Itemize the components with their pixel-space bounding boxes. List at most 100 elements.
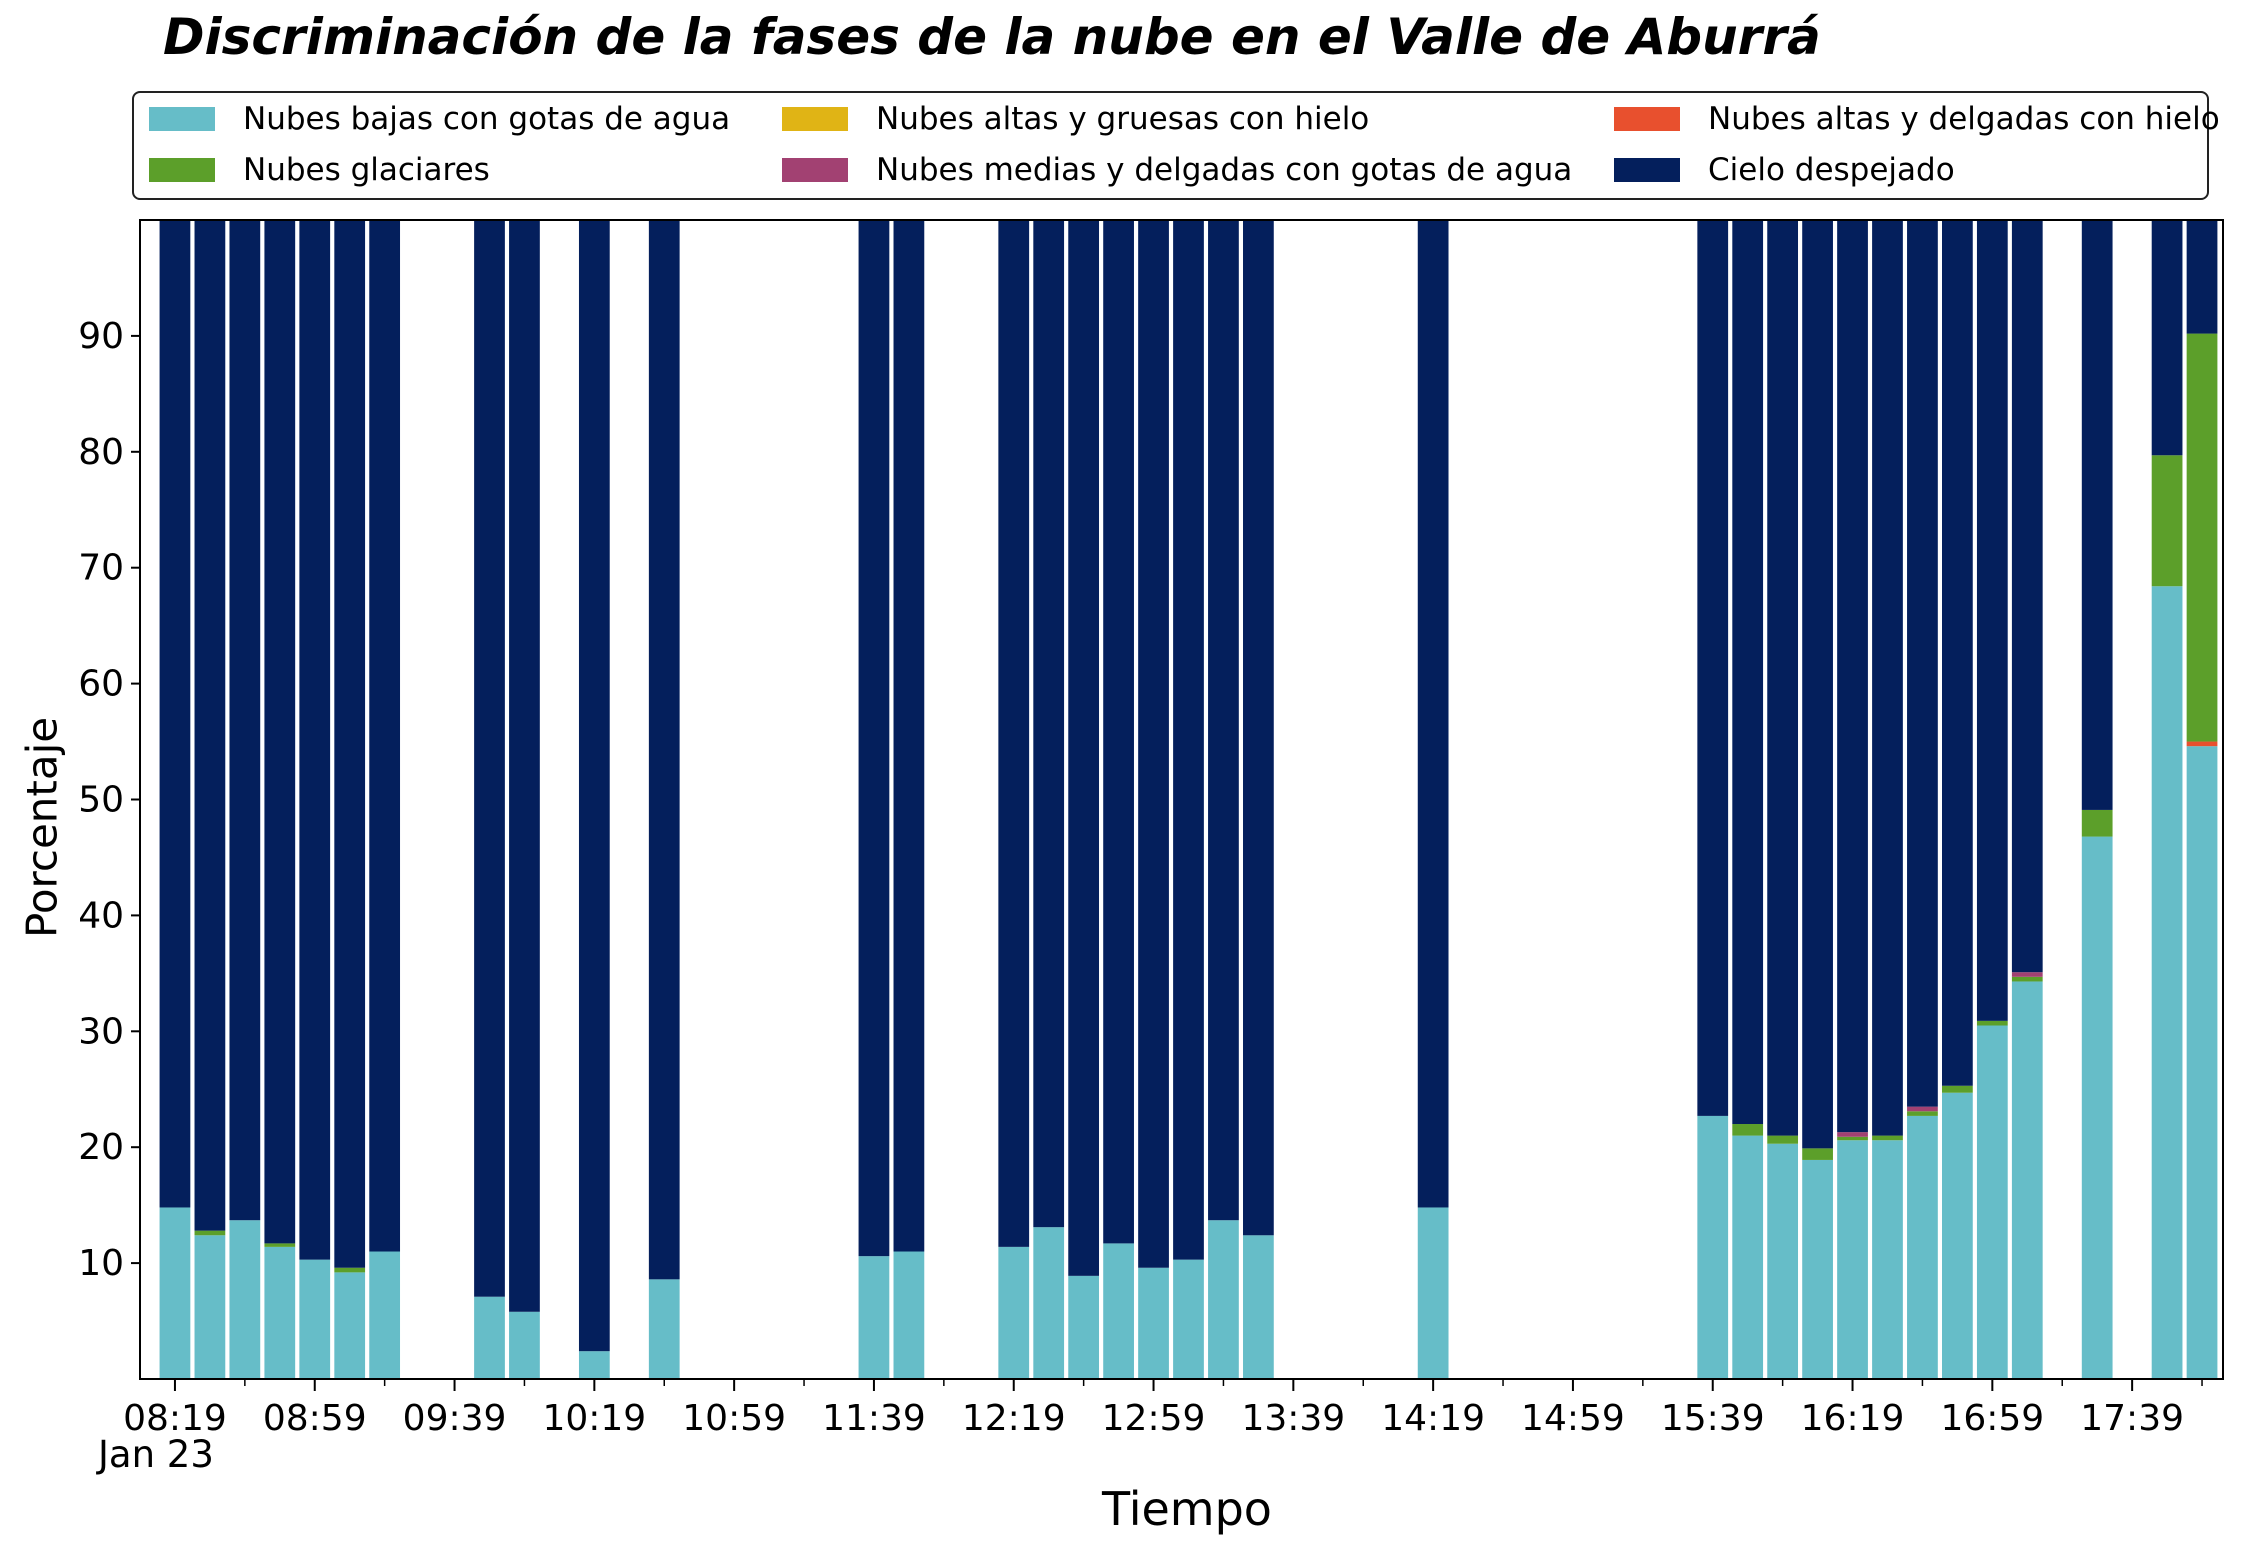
bar-1139-series-0 — [858, 1256, 890, 1379]
legend-swatch — [149, 107, 215, 131]
bar-1729-series-0 — [2081, 836, 2113, 1379]
bar-1759-series-5 — [2186, 220, 2218, 334]
bar-1319-series-5 — [1208, 220, 1239, 1221]
x-tick-label-1619: 16:19 — [1801, 1398, 1905, 1439]
chart-title: Discriminación de la fases de la nube en… — [163, 8, 1821, 66]
bar-0829-series-3 — [194, 1230, 226, 1236]
bar-1149-series-0 — [893, 1251, 925, 1379]
bar-1559-series-5 — [1767, 220, 1799, 1136]
bar-1759-series-3 — [2186, 333, 2218, 742]
bar-1139-series-5 — [858, 220, 890, 1257]
bar-1639-series-3 — [1907, 1111, 1938, 1116]
bar-1629-series-0 — [1872, 1140, 1903, 1379]
bar-0959-series-5 — [509, 220, 540, 1312]
bar-1759-series-0 — [2186, 746, 2218, 1379]
bar-1649-series-5 — [1942, 220, 1973, 1086]
bar-1619-series-3 — [1837, 1136, 1868, 1141]
legend-item-2: Nubes altas y delgadas con hielo — [1614, 101, 2220, 137]
bar-1549-series-5 — [1732, 220, 1764, 1125]
x-tick-label-1419: 14:19 — [1381, 1398, 1485, 1439]
y-tick-label-60: 60 — [78, 664, 124, 705]
bar-1239-series-5 — [1068, 220, 1100, 1276]
bar-1259-series-5 — [1138, 220, 1169, 1268]
bar-1609-series-5 — [1802, 220, 1833, 1149]
bar-1659-series-3 — [1976, 1020, 2008, 1026]
legend-swatch — [149, 158, 215, 182]
bar-1729-series-5 — [2081, 220, 2113, 810]
bar-1629-series-5 — [1872, 220, 1903, 1136]
bar-1709-series-5 — [2011, 220, 2043, 973]
bar-0839-series-0 — [229, 1220, 261, 1379]
bar-1239-series-0 — [1068, 1275, 1100, 1379]
bar-1729-series-3 — [2081, 809, 2113, 837]
bar-0839-series-5 — [229, 220, 261, 1221]
bar-0849-series-3 — [264, 1243, 296, 1247]
y-tick-label-30: 30 — [78, 1011, 124, 1052]
bar-1609-series-3 — [1802, 1148, 1833, 1160]
legend-item-0: Nubes bajas con gotas de agua — [149, 101, 730, 137]
bar-1019-series-0 — [578, 1351, 610, 1379]
y-tick-label-80: 80 — [78, 432, 124, 473]
bar-0919-series-5 — [369, 220, 401, 1252]
bar-1329-series-5 — [1243, 220, 1274, 1236]
legend-label: Nubes medias y delgadas con gotas de agu… — [876, 152, 1573, 188]
legend-swatch — [782, 158, 848, 182]
bar-1039-series-0 — [648, 1279, 680, 1379]
bar-1709-series-0 — [2011, 981, 2043, 1379]
x-tick-label-1259: 12:59 — [1102, 1398, 1206, 1439]
bar-0829-series-5 — [194, 220, 226, 1231]
bar-1309-series-0 — [1173, 1259, 1204, 1379]
bar-0829-series-0 — [194, 1235, 226, 1379]
bar-1619-series-0 — [1837, 1140, 1868, 1379]
bar-0859-series-5 — [299, 220, 331, 1260]
x-tick-label-1659: 16:59 — [1940, 1398, 2044, 1439]
x-tick-label-1139: 11:39 — [822, 1398, 926, 1439]
x-axis-date-label: Jan 23 — [98, 1433, 214, 1476]
legend-swatch — [1614, 107, 1680, 131]
y-tick-label-50: 50 — [78, 780, 124, 821]
bar-1539-series-5 — [1697, 220, 1729, 1116]
bar-1749-series-0 — [2151, 586, 2183, 1379]
bar-1229-series-5 — [1033, 220, 1065, 1228]
bar-0919-series-0 — [369, 1251, 401, 1379]
x-tick-label-0819: 08:19 — [123, 1398, 227, 1439]
x-tick-label-1459: 14:59 — [1521, 1398, 1625, 1439]
legend-item-5: Cielo despejado — [1614, 152, 1955, 188]
legend-item-1: Nubes altas y gruesas con hielo — [782, 101, 1369, 137]
bar-1229-series-0 — [1033, 1227, 1065, 1379]
bar-1709-series-3 — [2011, 976, 2043, 982]
x-tick-label-1539: 15:39 — [1661, 1398, 1765, 1439]
bar-0909-series-0 — [334, 1272, 366, 1379]
bar-0959-series-0 — [509, 1311, 540, 1379]
x-axis-label: Tiempo — [1102, 1482, 1272, 1536]
y-tick-label-90: 90 — [78, 316, 124, 357]
bar-1759-series-2 — [2186, 741, 2218, 747]
y-tick-label-10: 10 — [78, 1243, 124, 1284]
bar-1559-series-3 — [1767, 1135, 1799, 1144]
bar-1629-series-3 — [1872, 1135, 1903, 1141]
bar-0909-series-3 — [334, 1267, 366, 1273]
bar-1549-series-0 — [1732, 1135, 1764, 1379]
bar-0819-series-0 — [159, 1207, 191, 1379]
legend-swatch — [782, 107, 848, 131]
x-tick-label-1739: 17:39 — [2080, 1398, 2184, 1439]
legend-label: Nubes bajas con gotas de agua — [243, 101, 731, 137]
bar-1609-series-0 — [1802, 1159, 1833, 1379]
bar-1659-series-5 — [1976, 220, 2008, 1021]
bar-1659-series-0 — [1976, 1025, 2008, 1379]
y-tick-label-40: 40 — [78, 895, 124, 936]
bar-0859-series-0 — [299, 1259, 331, 1379]
bar-0909-series-5 — [334, 220, 366, 1268]
y-axis-label: Porcentaje — [17, 716, 67, 938]
bar-1749-series-5 — [2151, 220, 2183, 456]
x-tick-label-1339: 13:39 — [1241, 1398, 1345, 1439]
bar-1249-series-0 — [1103, 1243, 1134, 1379]
y-tick-label-20: 20 — [78, 1127, 124, 1168]
bar-1219-series-5 — [998, 220, 1030, 1247]
bar-1639-series-4 — [1907, 1106, 1938, 1112]
legend: Nubes bajas con gotas de agua Nubes altas… — [132, 91, 2220, 200]
bar-1039-series-5 — [648, 220, 680, 1280]
bar-1419-series-0 — [1417, 1207, 1449, 1379]
bar-1259-series-0 — [1138, 1267, 1169, 1379]
